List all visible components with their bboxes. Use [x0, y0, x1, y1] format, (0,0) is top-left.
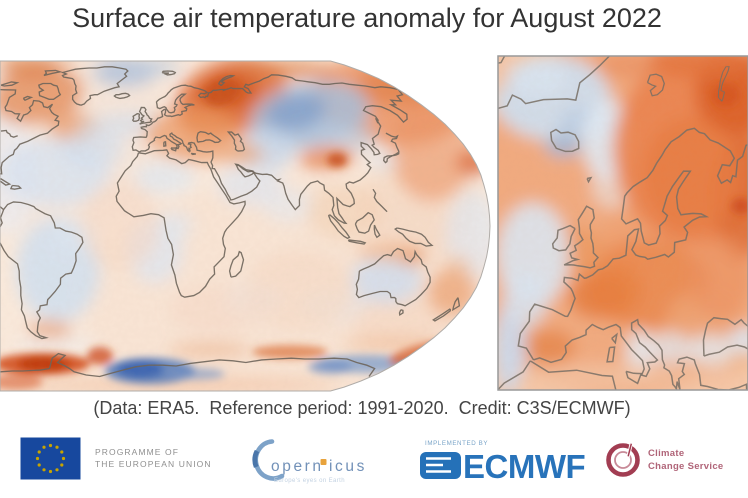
svg-text:Europe's eyes on Earth: Europe's eyes on Earth: [274, 478, 345, 484]
svg-text:icus: icus: [329, 458, 367, 475]
svg-text:Climate: Climate: [648, 448, 684, 459]
svg-text:IMPLEMENTED BY: IMPLEMENTED BY: [425, 440, 488, 447]
svg-text:opern: opern: [271, 458, 324, 475]
svg-text:Change Service: Change Service: [648, 461, 723, 472]
svg-text:ECMWF: ECMWF: [463, 448, 585, 485]
